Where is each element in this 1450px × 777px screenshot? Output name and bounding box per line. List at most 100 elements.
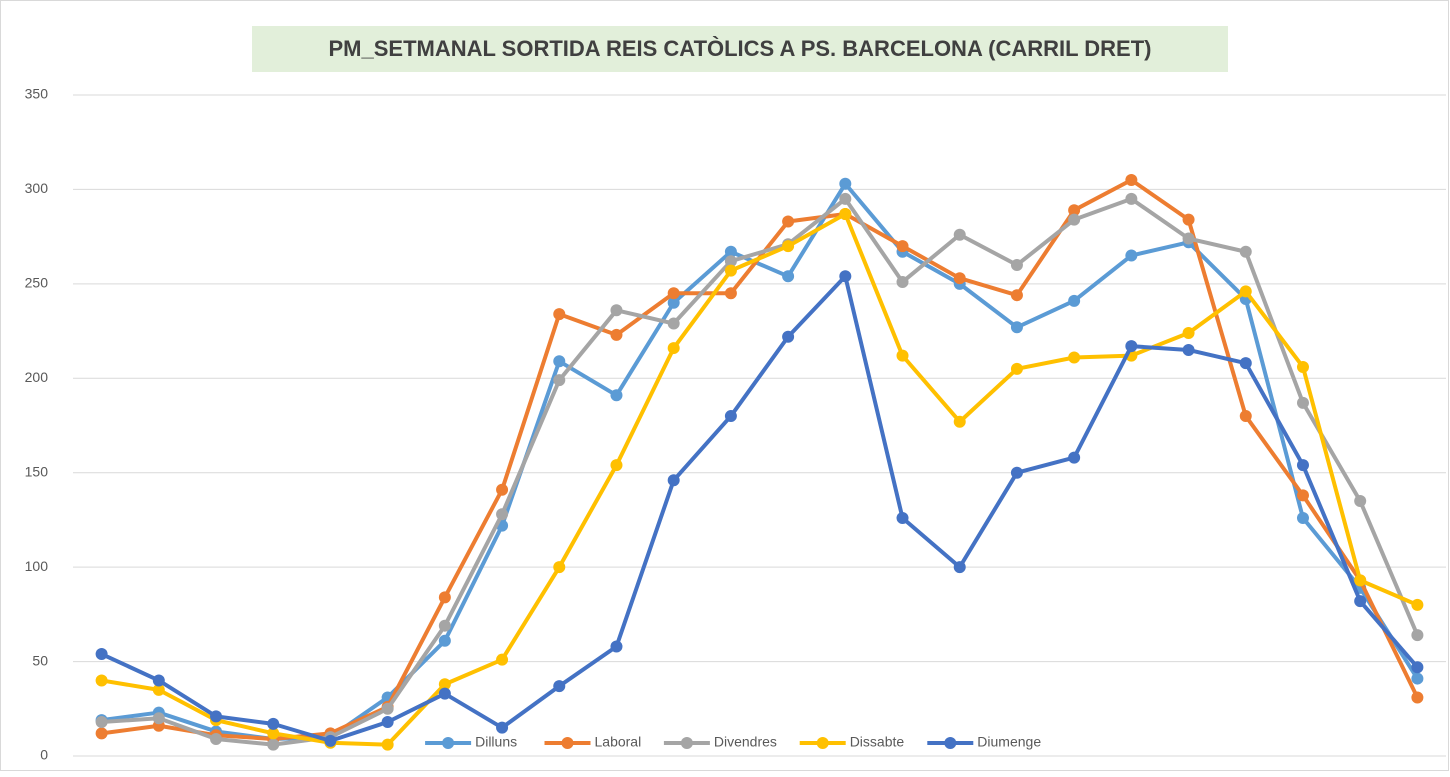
data-point — [667, 317, 680, 330]
legend-marker — [561, 737, 574, 749]
data-point — [267, 727, 280, 740]
data-point — [610, 640, 623, 653]
data-point — [1125, 173, 1138, 186]
data-point — [1296, 360, 1309, 373]
data-point — [553, 355, 566, 368]
data-point — [1354, 495, 1367, 508]
y-tick-label: 350 — [25, 86, 49, 102]
data-point — [95, 648, 108, 661]
y-tick-label: 50 — [32, 652, 48, 668]
data-point — [1182, 232, 1195, 245]
data-point — [496, 483, 509, 496]
data-point — [210, 733, 223, 746]
data-point — [1239, 357, 1252, 370]
data-point — [724, 255, 737, 268]
legend-label: Dilluns — [475, 734, 517, 750]
y-tick-label: 150 — [25, 463, 49, 479]
data-point — [896, 240, 909, 253]
legend-marker — [816, 737, 829, 749]
data-point — [438, 634, 451, 647]
data-point — [1296, 489, 1309, 502]
data-point — [381, 738, 394, 751]
data-point — [896, 275, 909, 288]
data-point — [1296, 512, 1309, 525]
data-point — [1068, 213, 1081, 226]
chart-title: PM_SETMANAL SORTIDA REIS CATÒLICS A PS. … — [329, 36, 1152, 61]
data-point — [438, 591, 451, 604]
legend-label: Diumenge — [977, 734, 1041, 750]
data-point — [1068, 294, 1081, 307]
data-point — [667, 342, 680, 355]
data-point — [1411, 672, 1424, 685]
data-point — [1182, 343, 1195, 356]
data-point — [610, 389, 623, 402]
legend-marker — [680, 737, 693, 749]
data-point — [1125, 192, 1138, 205]
data-point — [1411, 691, 1424, 704]
data-point — [438, 687, 451, 700]
data-point — [839, 192, 852, 205]
data-point — [1239, 410, 1252, 423]
data-point — [496, 721, 509, 734]
data-point — [1354, 595, 1367, 608]
y-tick-label: 100 — [25, 558, 49, 574]
y-tick-label: 300 — [25, 180, 49, 196]
data-point — [95, 716, 108, 729]
data-point — [324, 734, 337, 747]
data-point — [1296, 459, 1309, 472]
data-point — [839, 207, 852, 220]
data-point — [667, 474, 680, 487]
data-point — [953, 561, 966, 574]
title-background — [252, 26, 1228, 72]
data-point — [1354, 574, 1367, 587]
data-point — [267, 738, 280, 751]
data-point — [1068, 451, 1081, 464]
data-point — [782, 270, 795, 283]
data-point — [1068, 351, 1081, 364]
data-point — [553, 680, 566, 693]
data-point — [553, 561, 566, 574]
data-point — [496, 508, 509, 521]
data-point — [1010, 258, 1023, 271]
data-point — [724, 245, 737, 258]
data-point — [553, 374, 566, 387]
data-point — [1068, 204, 1081, 217]
data-point — [782, 240, 795, 253]
data-point — [381, 716, 394, 729]
data-point — [152, 712, 165, 725]
data-point — [1239, 285, 1252, 298]
data-point — [1411, 629, 1424, 642]
data-point — [953, 272, 966, 285]
data-point — [1182, 213, 1195, 226]
data-point — [1411, 661, 1424, 674]
data-point — [1010, 362, 1023, 375]
data-point — [1182, 326, 1195, 339]
data-point — [152, 674, 165, 687]
y-tick-label: 0 — [40, 747, 48, 763]
data-point — [782, 330, 795, 343]
data-point — [438, 678, 451, 691]
data-point — [1296, 396, 1309, 409]
legend-label: Laboral — [595, 734, 642, 750]
data-point — [152, 683, 165, 696]
y-tick-label: 250 — [25, 275, 49, 291]
legend-marker — [442, 737, 455, 749]
data-point — [610, 328, 623, 341]
data-point — [667, 296, 680, 309]
legend-label: Divendres — [714, 734, 777, 750]
data-point — [267, 717, 280, 730]
data-point — [1125, 249, 1138, 262]
legend-marker — [944, 737, 957, 749]
data-point — [610, 459, 623, 472]
data-point — [1010, 466, 1023, 479]
data-point — [1125, 340, 1138, 353]
data-point — [438, 619, 451, 632]
data-point — [724, 264, 737, 277]
data-point — [95, 727, 108, 740]
data-point — [953, 228, 966, 241]
data-point — [839, 270, 852, 283]
data-point — [1411, 598, 1424, 611]
data-point — [1010, 289, 1023, 302]
